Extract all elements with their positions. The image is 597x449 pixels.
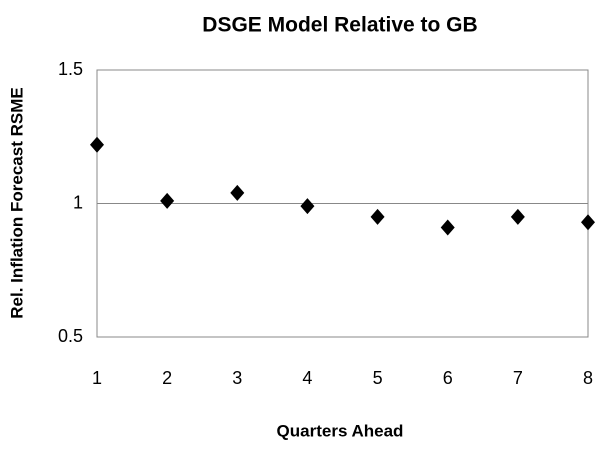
- y-tick-label: 1.5: [58, 59, 83, 79]
- marker: [510, 208, 525, 225]
- marker: [370, 208, 385, 225]
- marker: [440, 219, 455, 236]
- x-tick-label: 1: [92, 368, 102, 388]
- marker: [581, 214, 595, 231]
- marker: [90, 136, 104, 153]
- chart-title: DSGE Model Relative to GB: [202, 14, 477, 37]
- marker: [160, 192, 175, 209]
- y-tick-label: 0.5: [58, 326, 83, 346]
- x-tick-label: 4: [302, 368, 312, 388]
- x-tick-label: 2: [162, 368, 172, 388]
- marker: [230, 184, 245, 201]
- x-tick-label: 7: [513, 368, 523, 388]
- y-axis-title: Rel. Inflation Forecast RSME: [7, 87, 26, 318]
- x-tick-label: 3: [232, 368, 242, 388]
- x-tick-label: 8: [583, 368, 593, 388]
- x-tick-label: 5: [373, 368, 383, 388]
- x-axis-title: Quarters Ahead: [277, 421, 404, 440]
- marker: [300, 198, 315, 215]
- y-tick-label: 1: [73, 192, 83, 212]
- x-tick-label: 6: [443, 368, 453, 388]
